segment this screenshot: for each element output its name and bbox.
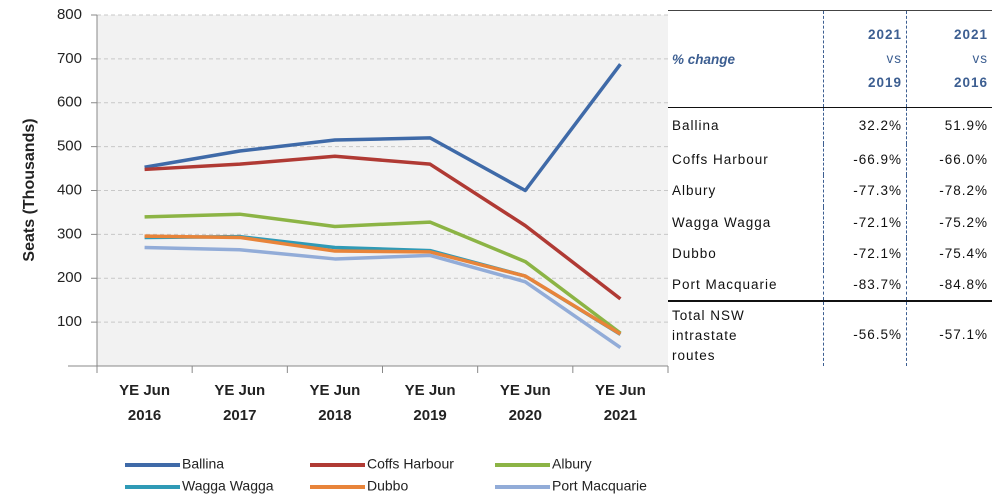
y-tick-label: 300 xyxy=(57,225,82,242)
table-cell: Wagga Wagga xyxy=(672,214,772,230)
header-cell: % change xyxy=(672,51,736,67)
legend-label: Port Macquarie xyxy=(552,478,647,494)
table-cell: Ballina xyxy=(672,118,720,134)
table-cell: -66.0% xyxy=(906,143,992,175)
table-cell: -75.2% xyxy=(906,206,992,238)
total-line: Total NSW xyxy=(672,308,745,323)
table-cell: Albury xyxy=(672,183,717,199)
series-line xyxy=(144,212,622,335)
y-tick-label: 100 xyxy=(57,313,82,330)
plot-area xyxy=(97,15,668,366)
y-tick-label: 400 xyxy=(57,181,82,198)
legend-label: Ballina xyxy=(182,456,224,472)
series-line xyxy=(144,63,622,193)
table-row: Coffs Harbour -66.9% -66.0% xyxy=(668,143,992,175)
table-cell: Coffs Harbour xyxy=(672,151,769,167)
table-cell: -83.7% xyxy=(823,269,907,301)
table-cell: 32.2% xyxy=(823,107,907,144)
header-line: 2021 xyxy=(867,27,902,42)
header-row: % change 2021 vs 2019 2021 vs 2016 xyxy=(668,10,992,108)
y-tick-label: 600 xyxy=(57,94,82,111)
legend-label: Wagga Wagga xyxy=(182,478,274,494)
header-line: vs xyxy=(972,51,988,66)
series-line xyxy=(144,234,622,336)
total-line: intrastate xyxy=(672,328,738,343)
y-tick-label: 800 xyxy=(57,6,82,23)
header-cell: 2021 vs 2019 xyxy=(823,10,907,108)
y-tick-label: 200 xyxy=(57,269,82,286)
header-line: 2016 xyxy=(953,75,988,90)
x-tick-label: YE Jun 2021 xyxy=(594,382,646,424)
table-cell: -66.9% xyxy=(823,143,907,175)
series-line xyxy=(144,154,622,301)
table-cell: -57.1% xyxy=(906,301,992,366)
total-row: Total NSW intrastate routes -56.5% -57.1% xyxy=(668,301,992,366)
table-cell: Dubbo xyxy=(672,246,717,262)
table-cell: 51.9% xyxy=(906,107,992,144)
table-cell: -78.2% xyxy=(906,175,992,207)
header-line: 2019 xyxy=(867,75,902,90)
y-axis-label: Seats (Thousands) xyxy=(21,118,38,261)
table-cell: Total NSW intrastate routes xyxy=(668,301,824,366)
table-row: Port Macquarie -83.7% -84.8% xyxy=(668,269,992,301)
table-cell: -72.1% xyxy=(823,206,907,238)
table-cell: -75.4% xyxy=(906,238,992,270)
table-cell: -77.3% xyxy=(823,175,907,207)
table: % change 2021 vs 2019 2021 vs 2016 Ballina 32.2%… xyxy=(668,10,992,366)
table-cell: -84.8% xyxy=(906,269,992,301)
table-row: Wagga Wagga -72.1% -75.2% xyxy=(668,206,992,238)
x-tick-label: YE Jun 2020 xyxy=(499,382,551,424)
legend-label: Coffs Harbour xyxy=(367,456,454,472)
legend-label: Albury xyxy=(552,456,592,472)
total-line: routes xyxy=(672,348,716,363)
y-tick-label: 500 xyxy=(57,138,82,155)
x-tick-label: YE Jun 2018 xyxy=(309,382,361,424)
table-cell: Port Macquarie xyxy=(672,277,778,293)
header-cell: 2021 vs 2016 xyxy=(906,10,992,108)
legend-label: Dubbo xyxy=(367,478,408,494)
header-line: 2021 xyxy=(953,27,988,42)
x-tick-label: YE Jun 2017 xyxy=(214,382,266,424)
table-cell: -56.5% xyxy=(823,301,907,366)
table-row: Albury -77.3% -78.2% xyxy=(668,175,992,207)
table-row: Ballina 32.2% 51.9% xyxy=(668,107,992,144)
x-tick-label: YE Jun 2019 xyxy=(404,382,456,424)
header-line: vs xyxy=(886,51,902,66)
table-cell: -72.1% xyxy=(823,238,907,270)
series-line xyxy=(144,245,622,350)
table-row: Dubbo -72.1% -75.4% xyxy=(668,238,992,270)
x-tick-label: YE Jun 2016 xyxy=(119,382,170,424)
y-tick-label: 700 xyxy=(57,50,82,67)
